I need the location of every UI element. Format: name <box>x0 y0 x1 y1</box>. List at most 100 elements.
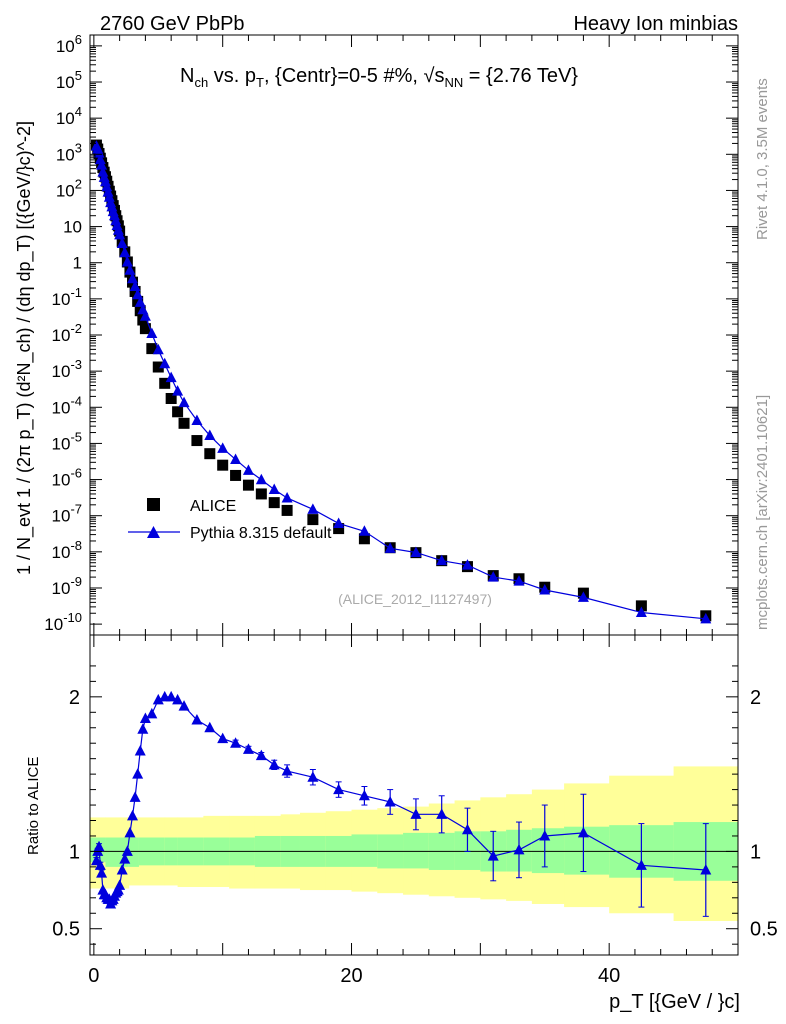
alice-data-point <box>230 469 242 481</box>
ratio-data-point <box>116 863 128 875</box>
alice-data-point <box>268 497 280 509</box>
pythia-data-point <box>410 546 422 557</box>
pythia-data-point <box>255 473 267 485</box>
pythia-data-point <box>119 246 131 258</box>
ratio-data-point <box>242 743 254 754</box>
ratio-plot-axes: 0 20 40 0.5 0.5 1 1 2 2 <box>52 635 778 987</box>
main-y-tick-label: 10-8 <box>52 538 82 562</box>
main-y-tick-label: 103 <box>56 140 82 164</box>
ratio-data-point <box>94 859 106 870</box>
pythia-data-point <box>191 414 203 426</box>
alice-data-point <box>152 361 164 373</box>
pythia-data-point <box>152 343 164 355</box>
plot-title: Nch vs. pT, {Centr}=0-5 #%, √sNN = {2.76… <box>180 65 578 90</box>
ratio-data-point <box>152 693 164 705</box>
pythia-data-point <box>127 272 139 284</box>
pythia-data-point <box>121 255 133 267</box>
main-y-tick-label: 106 <box>56 32 82 56</box>
ratio-y-tick-label-left: 1 <box>69 841 80 863</box>
legend: ALICE Pythia 8.315 default <box>128 498 332 542</box>
alice-data-point <box>178 417 190 429</box>
main-plot-panel: 10-10 10-9 10-8 10-7 10-6 10-5 10-4 10-3 10-2 10-… <box>14 32 739 636</box>
pythia-data-point <box>172 385 184 396</box>
main-y-tick-label: 10-9 <box>52 574 82 598</box>
x-axis-label: p_T [{GeV / }c] <box>609 991 740 1013</box>
main-y-tick-label: 10-7 <box>52 502 82 526</box>
ratio-plot-marks <box>90 690 712 917</box>
header-left: 2760 GeV PbPb <box>100 13 245 35</box>
ratio-data-point <box>410 808 422 819</box>
ratio-y-tick-label-left: 2 <box>69 687 80 709</box>
ratio-data-point <box>281 765 293 776</box>
ratio-data-point <box>539 829 551 841</box>
ratio-plot-panel: 0 20 40 0.5 0.5 1 1 2 2 Ratio to ALICE p_T [{GeV… <box>25 634 778 1013</box>
pythia-curve <box>95 145 706 620</box>
pythia-data-point <box>461 559 473 570</box>
ratio-data-point <box>137 723 149 734</box>
alice-data-point <box>307 514 319 526</box>
main-y-tick-label: 10-1 <box>52 285 82 309</box>
alice-data-point <box>129 285 141 297</box>
ratio-data-point <box>178 700 190 711</box>
x-tick-label: 20 <box>340 965 362 987</box>
mcplots-label: mcplots.cern.ch [arXiv:2401.10621] <box>754 395 771 630</box>
ratio-data-point <box>172 693 184 705</box>
alice-data-point <box>217 459 229 471</box>
pythia-data-point <box>242 464 254 475</box>
pythia-data-point <box>307 503 319 514</box>
pythia-data-point <box>116 237 128 249</box>
pythia-data-point <box>165 371 177 383</box>
ratio-data-point <box>134 744 146 756</box>
pythia-data-point <box>577 591 589 602</box>
pythia-data-point <box>384 542 396 553</box>
pythia-data-point <box>178 396 190 408</box>
alice-data-point <box>146 343 158 355</box>
ratio-data-point <box>268 758 280 770</box>
ratio-data-point <box>307 771 319 782</box>
pythia-data-point <box>230 453 242 464</box>
main-y-tick-label: 10-6 <box>52 466 82 490</box>
alice-data-point <box>281 504 293 516</box>
pythia-data-point <box>94 153 106 165</box>
main-y-tick-label: 1 <box>73 254 82 273</box>
ratio-data-point <box>487 850 499 861</box>
pythia-data-point <box>146 327 158 339</box>
alice-data-point <box>255 488 267 500</box>
pythia-data-point <box>635 606 647 617</box>
ratio-band-inner <box>403 832 430 869</box>
ratio-data-point <box>384 795 396 807</box>
pythia-data-point <box>539 583 551 595</box>
pythia-data-point <box>436 554 448 566</box>
main-y-tick-label: 10-4 <box>52 393 82 417</box>
main-plot-axes: 10-10 10-9 10-8 10-7 10-6 10-5 10-4 10-3 10-2 10-… <box>44 32 739 635</box>
main-y-tick-label: 10-5 <box>52 429 82 453</box>
analysis-watermark: (ALICE_2012_I1127497) <box>338 591 492 607</box>
alice-data-point <box>358 533 370 545</box>
ratio-data-point <box>165 690 177 702</box>
pythia-data-point <box>124 264 136 275</box>
legend-alice-marker <box>147 498 160 511</box>
pythia-data-point <box>132 288 144 300</box>
main-y-axis-label: 1 / N_evt 1 / (2π p_T) (d²N_ch) / (dη dp… <box>14 121 35 575</box>
x-tick-label: 40 <box>598 965 620 987</box>
header-right: Heavy Ion minbias <box>573 13 738 35</box>
ratio-data-point <box>139 712 151 723</box>
ratio-data-point <box>121 845 133 856</box>
ratio-data-point <box>146 707 158 719</box>
ratio-data-point <box>358 789 370 801</box>
ratio-data-point <box>114 879 126 890</box>
ratio-data-point <box>93 840 105 852</box>
ratio-data-point <box>513 843 525 855</box>
pythia-data-point <box>487 571 499 582</box>
main-plot-frame <box>89 34 739 636</box>
main-y-tick-label: 102 <box>56 176 82 200</box>
pythia-data-point <box>159 357 171 369</box>
pythia-data-point <box>93 147 105 158</box>
rivet-label: Rivet 4.1.0, 3.5M events <box>754 78 771 240</box>
ratio-data-point <box>230 737 242 748</box>
pythia-data-point <box>101 180 113 192</box>
main-y-tick-label: 10-10 <box>44 610 82 634</box>
legend-alice-label: ALICE <box>190 498 236 515</box>
ratio-plot-frame <box>89 634 739 956</box>
ratio-data-point <box>127 809 139 821</box>
